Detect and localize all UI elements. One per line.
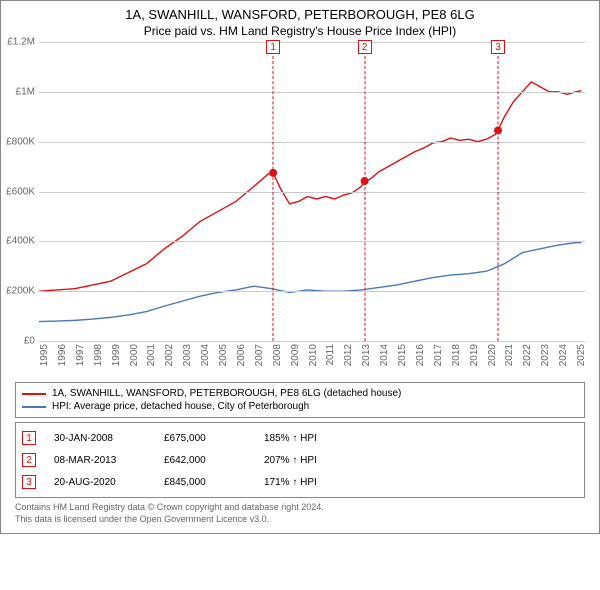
x-tick-label: 2002 <box>164 344 175 366</box>
x-tick-label: 2006 <box>236 344 247 366</box>
plot-area: £0£200K£400K£600K£800K£1M£1.2M 123 <box>39 42 585 342</box>
sale-idx: 1 <box>22 431 36 445</box>
legend-swatch-property <box>22 393 46 395</box>
sale-vertical-line <box>364 56 365 341</box>
series-line-property <box>39 82 581 291</box>
x-tick-label: 2020 <box>487 344 498 366</box>
sale-price: £845,000 <box>164 477 264 488</box>
x-tick-label: 2019 <box>469 344 480 366</box>
sale-vertical-line <box>273 56 274 341</box>
x-tick-label: 2013 <box>361 344 372 366</box>
x-tick-label: 2009 <box>290 344 301 366</box>
sale-idx: 3 <box>22 475 36 489</box>
y-tick-label: £0 <box>24 336 35 347</box>
x-tick-label: 2016 <box>415 344 426 366</box>
chart-title: 1A, SWANHILL, WANSFORD, PETERBOROUGH, PE… <box>11 7 589 22</box>
x-tick-label: 2024 <box>558 344 569 366</box>
gridline <box>39 192 585 193</box>
sale-vertical-line <box>497 56 498 341</box>
sale-row: 2 08-MAR-2013£642,000207% ↑ HPI <box>22 449 578 471</box>
sale-date: 30-JAN-2008 <box>54 433 164 444</box>
sale-hpi: 207% ↑ HPI <box>264 455 317 466</box>
legend-swatch-hpi <box>22 406 46 408</box>
title-block: 1A, SWANHILL, WANSFORD, PETERBOROUGH, PE… <box>1 1 599 42</box>
y-tick-label: £1M <box>16 86 35 97</box>
sales-table: 1 30-JAN-2008£675,000185% ↑ HPI 2 08-MAR-20… <box>15 422 585 498</box>
x-tick-label: 1997 <box>75 344 86 366</box>
x-axis: 1995 1996 1997 1998 1999 2000 2001 2002 2003 2004… <box>39 342 585 376</box>
x-tick-label: 2005 <box>218 344 229 366</box>
y-tick-label: £200K <box>6 286 35 297</box>
x-tick-label: 2017 <box>433 344 444 366</box>
legend-item-property: 1A, SWANHILL, WANSFORD, PETERBOROUGH, PE… <box>22 387 578 400</box>
x-tick-label: 1995 <box>39 344 50 366</box>
sale-hpi: 171% ↑ HPI <box>264 477 317 488</box>
x-tick-label: 2023 <box>540 344 551 366</box>
y-axis: £0£200K£400K£600K£800K£1M£1.2M <box>3 42 37 341</box>
gridline <box>39 142 585 143</box>
x-tick-label: 2003 <box>182 344 193 366</box>
x-tick-label: 2010 <box>308 344 319 366</box>
chart-container: 1A, SWANHILL, WANSFORD, PETERBOROUGH, PE… <box>0 0 600 534</box>
y-tick-label: £400K <box>6 236 35 247</box>
gridline <box>39 92 585 93</box>
legend-label: HPI: Average price, detached house, City… <box>52 401 309 412</box>
sale-row: 1 30-JAN-2008£675,000185% ↑ HPI <box>22 427 578 449</box>
x-tick-label: 2015 <box>397 344 408 366</box>
x-tick-label: 1998 <box>93 344 104 366</box>
x-tick-label: 2011 <box>325 344 336 366</box>
sale-flag: 1 <box>266 40 280 54</box>
x-tick-label: 2000 <box>129 344 140 366</box>
sale-date: 20-AUG-2020 <box>54 477 164 488</box>
x-tick-label: 2021 <box>504 344 515 366</box>
footer: Contains HM Land Registry data © Crown c… <box>15 502 585 525</box>
sale-price: £642,000 <box>164 455 264 466</box>
sale-price: £675,000 <box>164 433 264 444</box>
x-tick-label: 2004 <box>200 344 211 366</box>
sale-flag: 2 <box>358 40 372 54</box>
x-tick-label: 2008 <box>272 344 283 366</box>
x-tick-label: 2007 <box>254 344 265 366</box>
y-tick-label: £600K <box>6 186 35 197</box>
x-tick-label: 2025 <box>576 344 587 366</box>
footer-line: This data is licensed under the Open Gov… <box>15 514 585 526</box>
x-tick-label: 2022 <box>522 344 533 366</box>
chart-subtitle: Price paid vs. HM Land Registry's House … <box>11 24 589 38</box>
x-tick-label: 2012 <box>343 344 354 366</box>
sale-hpi: 185% ↑ HPI <box>264 433 317 444</box>
x-tick-label: 1996 <box>57 344 68 366</box>
x-tick-label: 1999 <box>111 344 122 366</box>
y-tick-label: £1.2M <box>7 37 35 48</box>
sale-row: 3 20-AUG-2020£845,000171% ↑ HPI <box>22 471 578 493</box>
gridline <box>39 291 585 292</box>
sale-idx: 2 <box>22 453 36 467</box>
series-line-hpi <box>39 243 581 322</box>
sale-date: 08-MAR-2013 <box>54 455 164 466</box>
x-tick-label: 2018 <box>451 344 462 366</box>
legend-item-hpi: HPI: Average price, detached house, City… <box>22 400 578 413</box>
footer-line: Contains HM Land Registry data © Crown c… <box>15 502 585 514</box>
x-tick-label: 2001 <box>146 344 157 366</box>
y-tick-label: £800K <box>6 136 35 147</box>
legend: 1A, SWANHILL, WANSFORD, PETERBOROUGH, PE… <box>15 382 585 418</box>
legend-label: 1A, SWANHILL, WANSFORD, PETERBOROUGH, PE… <box>52 388 401 399</box>
sale-flag: 3 <box>491 40 505 54</box>
gridline <box>39 241 585 242</box>
x-tick-label: 2014 <box>379 344 390 366</box>
